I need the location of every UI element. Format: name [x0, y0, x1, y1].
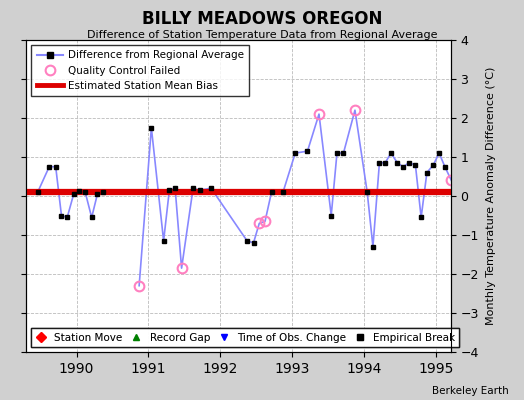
Y-axis label: Monthly Temperature Anomaly Difference (°C): Monthly Temperature Anomaly Difference (… — [486, 67, 496, 325]
Legend: Station Move, Record Gap, Time of Obs. Change, Empirical Break: Station Move, Record Gap, Time of Obs. C… — [31, 328, 460, 347]
Text: BILLY MEADOWS OREGON: BILLY MEADOWS OREGON — [142, 10, 382, 28]
Text: Berkeley Earth: Berkeley Earth — [432, 386, 508, 396]
Text: Difference of Station Temperature Data from Regional Average: Difference of Station Temperature Data f… — [87, 30, 437, 40]
